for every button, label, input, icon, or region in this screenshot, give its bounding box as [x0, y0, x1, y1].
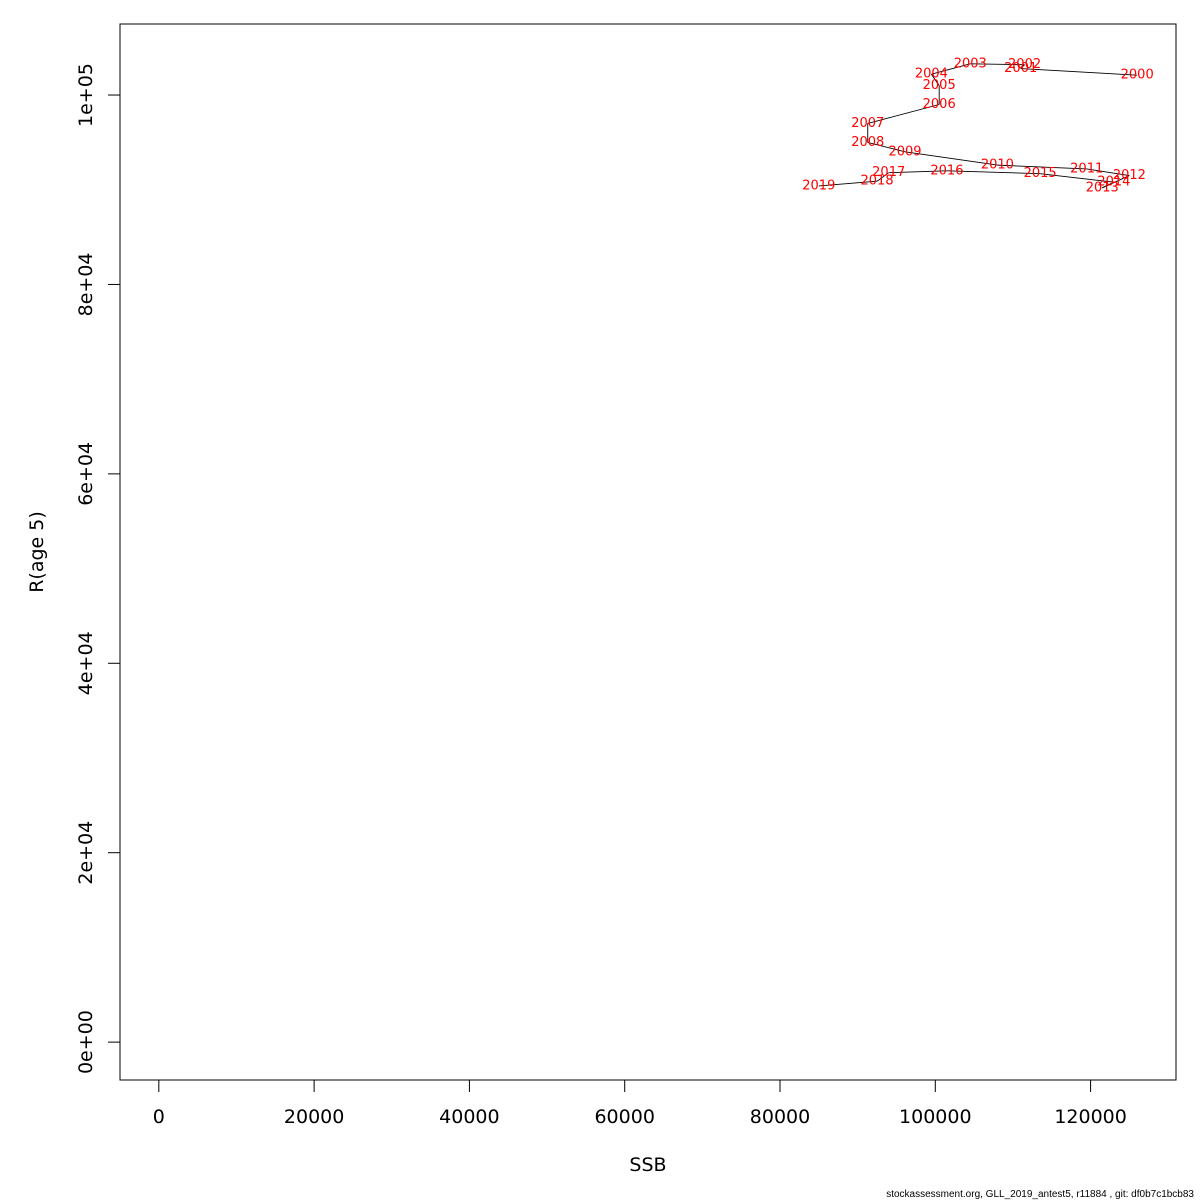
y-tick-label: 6e+04 — [75, 442, 97, 506]
trajectory-segment — [931, 73, 940, 86]
x-tick-label: 0 — [153, 1106, 165, 1128]
year-label: 2019 — [802, 178, 835, 193]
year-label: 2014 — [1097, 175, 1130, 190]
year-label: 2007 — [851, 116, 884, 131]
year-label: 2002 — [1008, 57, 1041, 72]
trajectory-segment — [1102, 181, 1115, 189]
year-label: 2004 — [915, 67, 948, 82]
trajectory-segment — [1020, 64, 1025, 69]
x-tick-label: 60000 — [594, 1106, 654, 1128]
x-axis: 0 20000 40000 60000 80000 100000 120000 — [153, 1079, 1127, 1128]
plot-frame — [119, 23, 1177, 1081]
year-label: 2015 — [1024, 166, 1057, 181]
y-tick-label: 1e+05 — [75, 63, 97, 127]
year-label: 2003 — [954, 56, 987, 71]
year-label: 2011 — [1070, 161, 1103, 176]
x-axis-title: SSB — [629, 1154, 666, 1176]
x-tick-label: 120000 — [1054, 1106, 1127, 1128]
year-label: 2012 — [1113, 168, 1146, 183]
trajectory-segment — [867, 104, 940, 124]
x-tick-label: 80000 — [750, 1106, 810, 1128]
year-label: 2018 — [861, 174, 894, 189]
y-tick-label: 8e+04 — [75, 253, 97, 317]
year-label: 2010 — [981, 158, 1014, 173]
x-tick-label: 40000 — [439, 1106, 499, 1128]
y-tick-label: 2e+04 — [75, 821, 97, 885]
y-axis: 0e+00 2e+04 4e+04 6e+04 8e+04 1e+05 — [75, 63, 121, 1074]
footer-credit: stockassessment.org, GLL_2019_antest5, r… — [886, 1189, 1194, 1200]
trajectory-segment — [904, 151, 998, 166]
year-label: 2001 — [1004, 61, 1037, 76]
trajectory-segment — [931, 63, 971, 75]
x-tick-label: 100000 — [899, 1106, 972, 1128]
year-label: 2008 — [851, 135, 884, 150]
trajectory-segment — [1040, 173, 1114, 183]
trajectory-segment — [818, 180, 878, 187]
year-label: 2009 — [888, 144, 921, 159]
trajectory-lines — [818, 63, 1138, 189]
year-label: 2000 — [1121, 68, 1154, 83]
trajectory-segment — [888, 170, 947, 174]
year-label: 2017 — [872, 165, 905, 180]
trajectory-segment — [1086, 168, 1130, 176]
year-label: 2016 — [930, 163, 963, 178]
trajectory-segment — [876, 172, 889, 182]
year-label: 2013 — [1086, 180, 1119, 195]
year-label: 2006 — [923, 97, 956, 112]
trajectory-segment — [997, 164, 1087, 170]
trajectory-segment — [946, 170, 1041, 175]
trajectory-segment — [1020, 68, 1138, 76]
year-label: 2005 — [923, 78, 956, 93]
trajectory-segment — [867, 141, 906, 153]
y-tick-label: 0e+00 — [75, 1010, 97, 1074]
trajectory-segment — [970, 63, 1025, 66]
y-axis-title: R(age 5) — [26, 511, 48, 593]
x-tick-label: 20000 — [284, 1106, 344, 1128]
y-tick-label: 4e+04 — [75, 631, 97, 695]
